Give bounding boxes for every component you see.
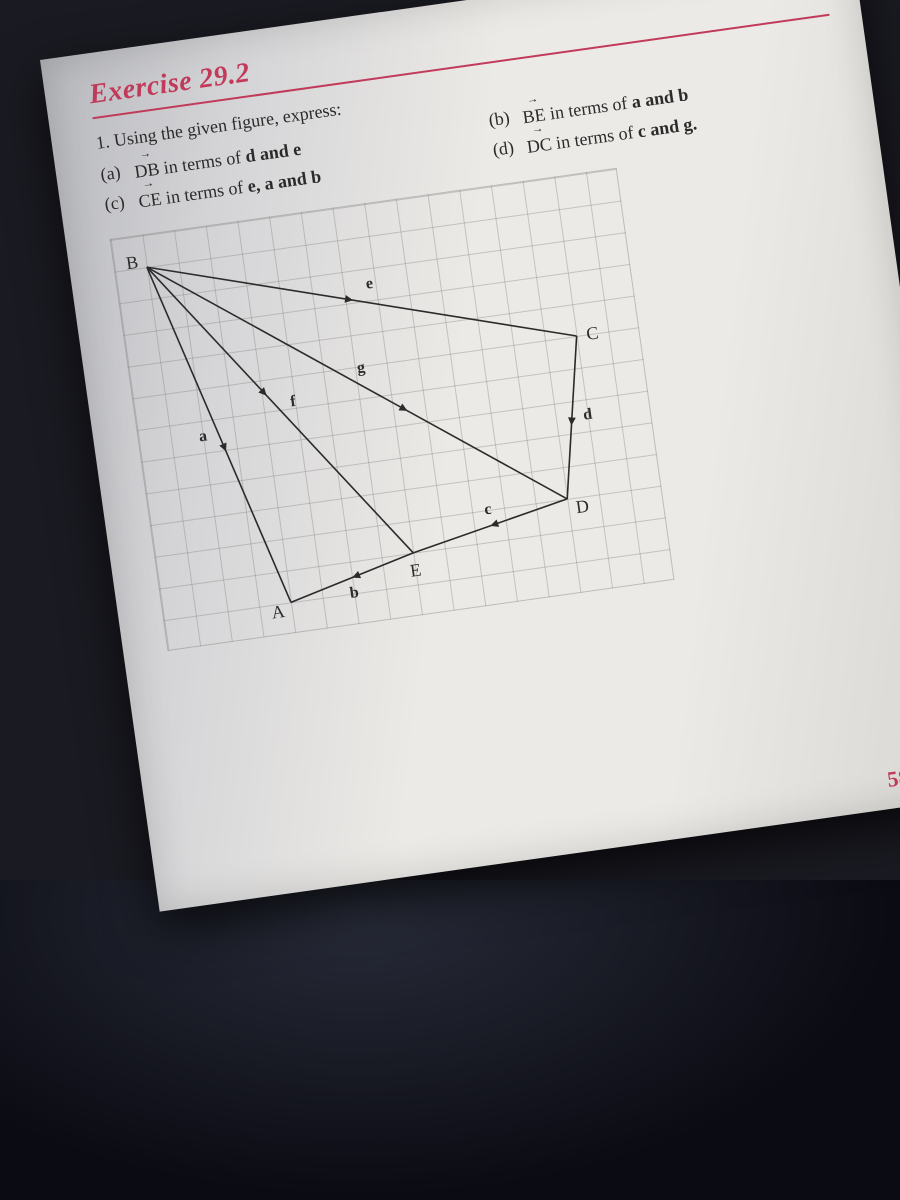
- part-c-vars: e, a and b: [246, 166, 322, 196]
- vector-diagram: edcbafgBCAED: [110, 168, 675, 651]
- part-c-label: (c): [103, 188, 131, 221]
- part-a-label: (a): [99, 158, 127, 191]
- part-d-rest: in terms of: [550, 121, 639, 153]
- part-d-vector: DC: [525, 129, 554, 162]
- part-c-vector: CE: [137, 183, 164, 216]
- part-b-label: (b): [487, 104, 515, 137]
- part-b-vars: a and b: [630, 84, 689, 112]
- part-a-vars: d and e: [244, 139, 302, 167]
- part-c-rest: in terms of: [160, 176, 249, 208]
- part-d-vars: c and g.: [636, 113, 698, 141]
- point-label-D: D: [575, 495, 591, 518]
- part-d-label: (d): [491, 134, 519, 167]
- page-number: 587: [886, 763, 900, 793]
- question-number: 1.: [95, 131, 111, 153]
- point-label-A: A: [270, 601, 286, 624]
